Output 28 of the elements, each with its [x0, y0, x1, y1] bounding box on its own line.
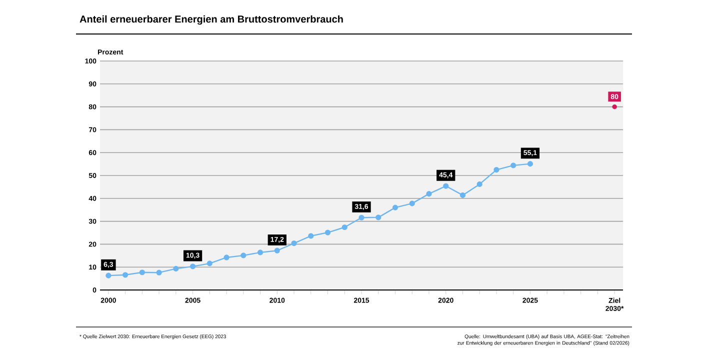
point — [342, 224, 348, 230]
point — [291, 240, 297, 246]
point — [392, 204, 398, 210]
point — [224, 254, 230, 260]
point — [122, 272, 128, 278]
point — [324, 230, 331, 236]
point — [240, 252, 246, 258]
point — [206, 260, 212, 266]
point — [190, 264, 196, 270]
point — [106, 272, 112, 278]
point — [173, 266, 179, 272]
point — [527, 161, 534, 167]
point — [494, 166, 500, 173]
point — [257, 250, 264, 256]
point — [510, 162, 516, 168]
point — [476, 181, 482, 187]
point — [156, 270, 162, 276]
chart-title: Anteil erneuerbarer Energien am Bruttostromverbrauch — [80, 15, 343, 25]
point — [376, 214, 382, 220]
point — [443, 183, 449, 189]
point — [308, 233, 314, 239]
point — [139, 270, 145, 276]
point — [274, 248, 280, 254]
point — [426, 191, 432, 197]
point — [358, 214, 364, 220]
point — [612, 104, 617, 110]
point — [409, 200, 415, 206]
point — [460, 192, 466, 198]
